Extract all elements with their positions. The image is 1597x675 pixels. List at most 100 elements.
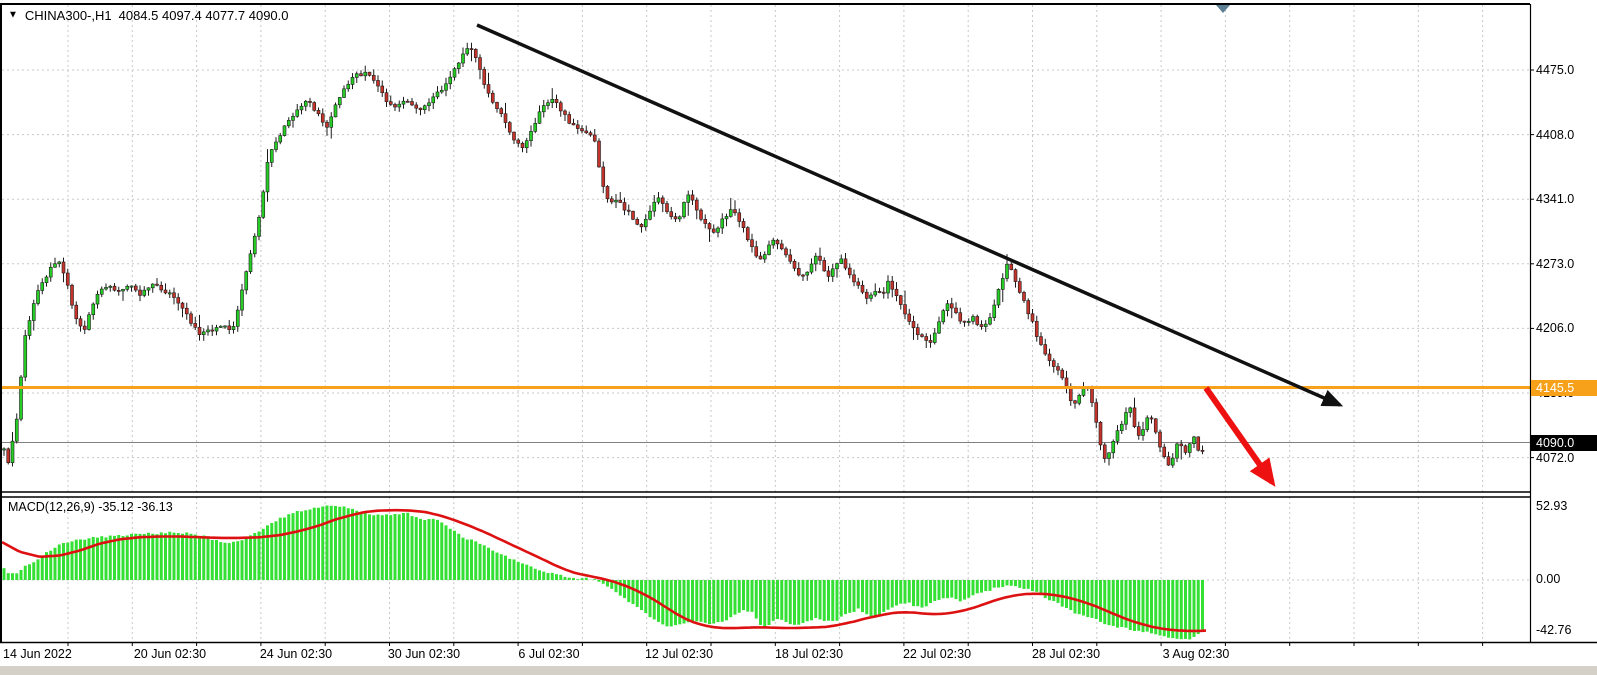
candle-down (1102, 444, 1107, 459)
candle-up (142, 289, 147, 296)
candle-down (1013, 269, 1018, 282)
candle-down (74, 304, 79, 320)
candle-down (405, 100, 410, 103)
candle-down (1179, 443, 1184, 447)
macd-axis-label: -42.76 (1536, 623, 1572, 637)
candle-down (856, 281, 861, 286)
time-axis-label: 20 Jun 02:30 (133, 647, 207, 661)
candle-up (452, 68, 457, 78)
candle-up (1005, 263, 1009, 279)
chart-shift-marker-icon[interactable] (1216, 5, 1230, 13)
candle-up (809, 263, 814, 273)
time-axis-label: 14 Jun 2022 (3, 647, 72, 661)
candle-down (70, 284, 74, 306)
candle-down (1034, 321, 1039, 337)
candle-up (342, 88, 346, 98)
candle-up (291, 116, 295, 121)
candle-up (614, 199, 618, 203)
candle-up (95, 293, 100, 305)
candle-down (881, 291, 886, 294)
candle-down (750, 239, 754, 248)
candle-up (1170, 457, 1175, 466)
time-axis-label: 18 Jul 02:30 (774, 647, 844, 661)
candle-up (53, 263, 57, 268)
candle-down (1132, 407, 1137, 427)
candle-down (516, 139, 521, 144)
symbol-dropdown-icon[interactable]: ▼ (8, 9, 18, 21)
candle-down (159, 284, 164, 291)
candle-up (682, 202, 686, 218)
candle-down (116, 289, 121, 292)
candle-down (826, 270, 831, 277)
red-down-arrow[interactable] (1203, 386, 1276, 487)
candle-down (860, 284, 865, 293)
candle-down (371, 75, 376, 81)
candle-down (367, 71, 372, 76)
bottom-window-strip (0, 666, 1597, 675)
time-axis-label: 3 Aug 02:30 (1162, 647, 1230, 661)
candle-down (1158, 431, 1162, 448)
candle-up (14, 418, 19, 442)
candle-down (635, 219, 640, 225)
macd-axis-label: 52.93 (1536, 499, 1568, 513)
candle-up (524, 140, 529, 149)
downtrend-arrow-line[interactable] (476, 23, 1344, 407)
candle-down (384, 92, 389, 102)
candle-up (146, 287, 151, 291)
current-price-badge: 4090.0 (1531, 435, 1597, 451)
candle-up (1128, 407, 1133, 413)
candle-up (439, 89, 444, 93)
candle-up (350, 77, 355, 85)
candle-down (907, 313, 912, 322)
candle-down (903, 304, 907, 315)
candle-up (36, 290, 40, 304)
candle-up (278, 135, 283, 143)
candle-up (456, 62, 461, 70)
candle-up (546, 102, 550, 106)
time-axis-label: 24 Jun 02:30 (259, 647, 333, 661)
candle-up (40, 282, 45, 291)
candle-up (461, 53, 465, 64)
candle-up (971, 316, 975, 322)
candle-down (928, 340, 933, 343)
price-axis-label: 4341.0 (1536, 192, 1575, 207)
candle-down (133, 285, 138, 291)
candle-down (949, 303, 954, 309)
candle-down (507, 122, 512, 133)
candle-up (1107, 452, 1111, 459)
candle-up (401, 100, 406, 105)
candle-down (962, 320, 967, 323)
candle-up (1192, 436, 1196, 445)
time-axis-label: 28 Jul 02:30 (1031, 647, 1101, 661)
candle-down (176, 297, 181, 304)
candle-up (677, 216, 682, 220)
price-axis-label: 4273.0 (1536, 256, 1575, 271)
ohlc-quotes: 4084.5 4097.4 4077.7 4090.0 (118, 7, 289, 23)
candle-down (796, 268, 801, 276)
candle-up (48, 266, 53, 278)
candle-down (312, 102, 317, 111)
macd-signal-line (1, 508, 1207, 633)
candle-up (57, 261, 62, 265)
candle-down (818, 255, 822, 261)
candle-down (1009, 263, 1014, 270)
candle-down (1200, 449, 1205, 452)
candle-down (1056, 366, 1060, 371)
candle-down (469, 48, 474, 51)
candle-up (252, 235, 257, 255)
candle-down (1153, 418, 1158, 433)
candle-up (44, 276, 49, 283)
candle-down (924, 336, 929, 341)
candle-down (792, 260, 797, 269)
candle-down (915, 327, 920, 336)
candle-down (189, 313, 193, 324)
candle-down (847, 267, 852, 276)
candle-down (359, 73, 363, 77)
candle-down (180, 302, 185, 309)
candle-up (656, 197, 661, 203)
candle-down (210, 329, 215, 332)
candle-up (444, 83, 448, 91)
candle-up (218, 325, 223, 328)
